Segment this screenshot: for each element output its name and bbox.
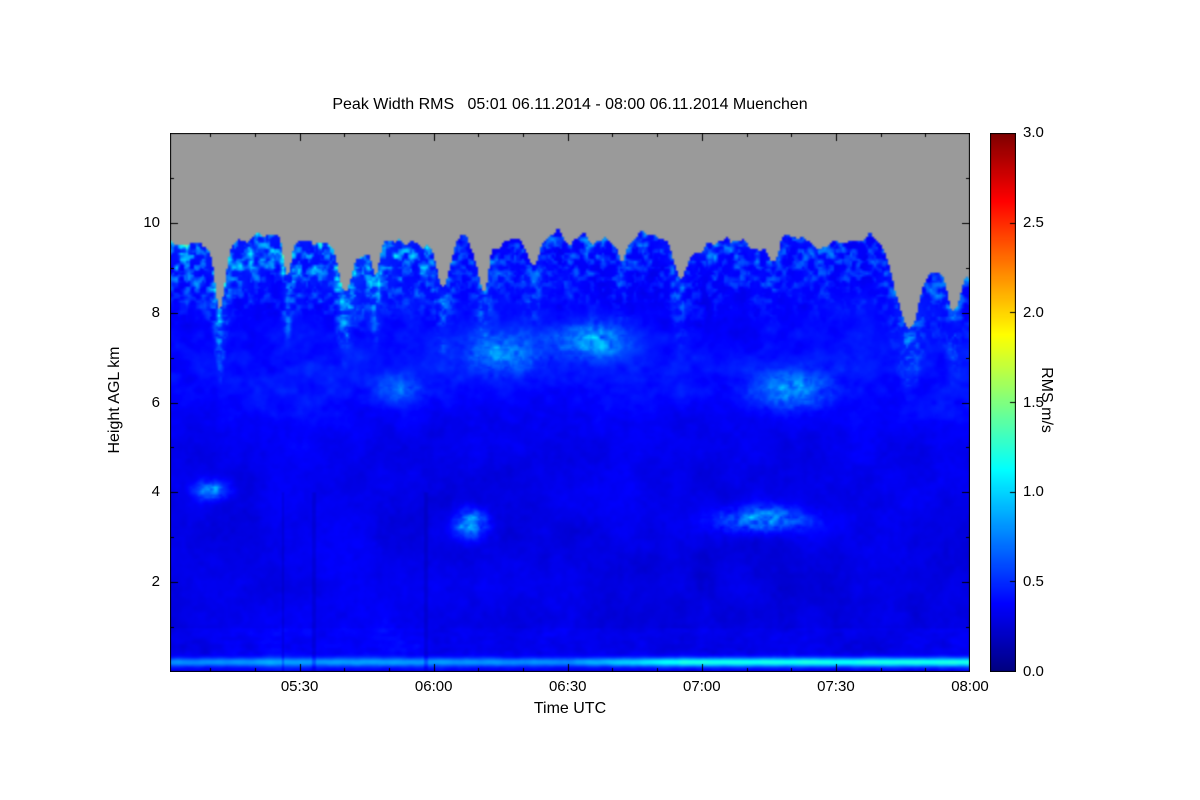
y-tick-label: 6 bbox=[151, 393, 160, 411]
x-tick-label: 06:30 bbox=[548, 678, 587, 695]
colorbar-label: RMS m/s bbox=[1038, 367, 1055, 433]
x-axis-label: Time UTC bbox=[533, 700, 607, 717]
x-tick-label: 07:00 bbox=[683, 678, 721, 695]
colorbar-canvas bbox=[990, 133, 1016, 672]
colorbar-tick-label: 3.0 bbox=[1023, 124, 1044, 141]
colorbar-tick-label: 2.5 bbox=[1023, 213, 1044, 231]
colorbar-tick-label: 1.5 bbox=[1023, 393, 1044, 411]
colorbar-tick-label: 0.5 bbox=[1023, 573, 1044, 591]
y-tick-label: 4 bbox=[151, 483, 160, 501]
y-tick-label: 8 bbox=[151, 303, 160, 321]
x-tick-label: 08:00 bbox=[951, 678, 989, 695]
heatmap-canvas bbox=[170, 133, 970, 672]
y-tick-label: 10 bbox=[143, 213, 160, 231]
colorbar-tick-label: 2.0 bbox=[1023, 303, 1044, 321]
colorbar-tick-label: 0.0 bbox=[1023, 663, 1044, 680]
x-tick-label: 06:00 bbox=[414, 678, 453, 695]
y-tick-label: 2 bbox=[151, 573, 160, 591]
x-tick-label: 07:30 bbox=[817, 678, 855, 695]
x-tick-label: 05:30 bbox=[280, 678, 319, 695]
colorbar-tick-label: 1.0 bbox=[1023, 483, 1044, 501]
chart-title: Peak Width RMS 05:01 06.11.2014 - 08:00 … bbox=[332, 96, 808, 113]
